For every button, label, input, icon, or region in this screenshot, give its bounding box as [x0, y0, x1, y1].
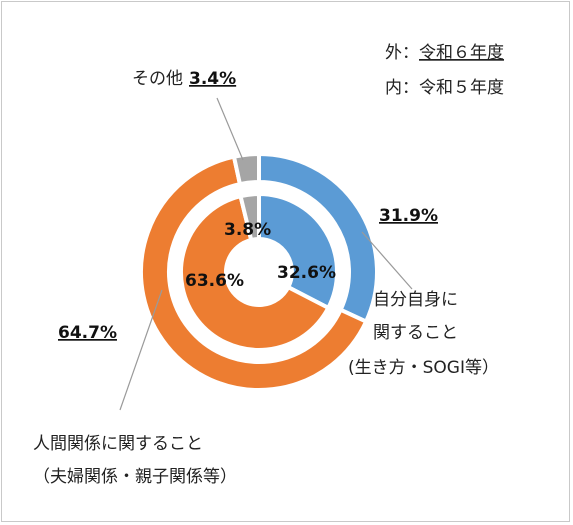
category-label-self-line1: 自分自身に — [373, 290, 458, 310]
category-label-relations-line2: （夫婦関係・親子関係等） — [33, 467, 237, 487]
outer-slice-relations — [139, 154, 369, 392]
inner-value-other: 3.8% — [224, 220, 271, 240]
category-label-self-line2: 関すること — [373, 323, 458, 343]
inner-slice-relations — [179, 193, 331, 352]
legend-inner: 内：令和５年度 — [385, 78, 504, 98]
legend-outer: 外：令和６年度 — [385, 43, 504, 63]
leader-lines-layer — [119, 97, 413, 411]
outer-value-other: 3.4% — [189, 69, 236, 89]
category-label-relations-line1: 人間関係に関すること — [33, 434, 203, 454]
inner-value-self: 32.6% — [277, 263, 336, 283]
slices-layer — [139, 151, 379, 392]
leader-line-self — [361, 231, 413, 290]
inner-slice-other — [238, 191, 261, 243]
leader-line-other — [216, 97, 244, 161]
outer-value-relations: 64.7% — [58, 323, 117, 343]
outer-slice-other — [231, 151, 261, 187]
leader-line-relations — [119, 289, 163, 411]
category-label-other: その他 3.4% — [132, 69, 236, 89]
outer-value-self: 31.9% — [379, 206, 438, 226]
inner-slice-self — [257, 191, 339, 311]
inner-value-relations: 63.6% — [185, 271, 244, 291]
category-label-self-line3: (生き方・SOGI等） — [348, 358, 499, 378]
